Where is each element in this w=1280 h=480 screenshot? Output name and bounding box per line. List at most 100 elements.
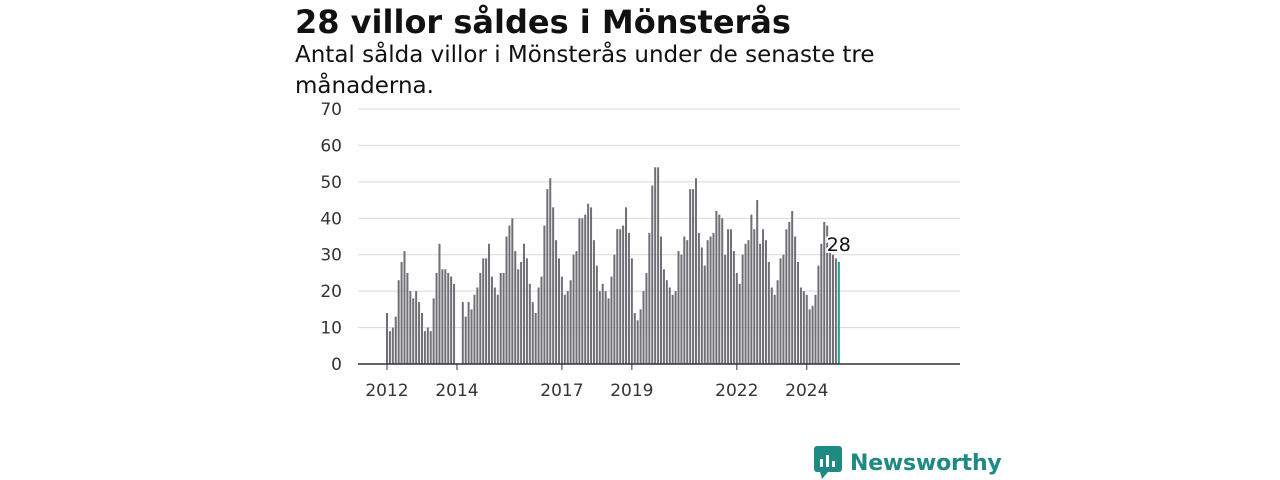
newsworthy-logo[interactable]: Newsworthy [814,446,1002,480]
bar [662,269,665,364]
bar [604,291,607,364]
bar [523,243,526,364]
bar [805,294,808,364]
bar [432,298,435,364]
bar [811,305,814,364]
bar [482,258,485,364]
bar [829,251,832,364]
bar [511,218,514,364]
bar [587,203,590,364]
bar [467,302,470,364]
bar [831,254,834,364]
bar [627,232,630,364]
bar [537,287,540,364]
bar [756,200,759,364]
bar [814,294,817,364]
bar [441,269,444,364]
bar [764,240,767,364]
bar [488,243,491,364]
bar [689,189,692,364]
y-axis-ticks: 0 10 20 30 40 50 60 70 [320,100,342,375]
x-tick-label: 2024 [785,381,828,401]
bar [729,229,732,364]
bar [630,258,633,364]
bar [820,243,823,364]
bar [613,254,616,364]
bar [543,225,546,364]
bar [788,221,791,364]
bar [531,302,534,364]
bar [799,287,802,364]
bar [636,320,639,364]
bar [546,189,549,364]
bar [581,218,584,364]
bar [470,309,473,364]
bar [750,214,753,364]
bar [782,254,785,364]
y-tick-label: 20 [320,282,342,302]
bar [791,211,794,364]
bar [557,258,560,364]
y-tick-label: 10 [320,319,342,339]
y-tick-label: 0 [331,355,342,375]
bar [476,287,479,364]
bar [779,258,782,364]
bar [450,276,453,364]
bar [429,331,432,364]
y-tick-label: 60 [320,136,342,156]
bar [534,313,537,364]
bar [517,269,520,364]
bar [759,243,762,364]
bar [668,287,671,364]
highlighted-bar [837,262,840,364]
bar [683,236,686,364]
bar [697,232,700,364]
bar [406,272,409,364]
bar [473,294,476,364]
bar [767,262,770,364]
bar [622,225,625,364]
bar [394,316,397,364]
bar [709,236,712,364]
bar [770,287,773,364]
bar [654,167,657,364]
x-tick-label: 2012 [365,381,408,401]
bar [572,254,575,364]
bar [461,302,464,364]
y-tick-label: 50 [320,173,342,193]
bar [834,258,837,364]
bar [447,272,450,364]
newsworthy-logo-icon [814,446,842,479]
bar [391,327,394,364]
x-tick-label: 2014 [435,381,478,401]
bar [569,280,572,364]
bar [409,291,412,364]
bar [528,283,531,364]
bar [610,276,613,364]
y-tick-label: 70 [320,100,342,120]
bar [520,262,523,364]
bar [423,331,426,364]
data-label: 28 [827,234,851,256]
bar [563,294,566,364]
bar [776,280,779,364]
bar [435,272,438,364]
x-axis-ticks: 2012 2014 2017 2019 2022 2024 [365,364,828,401]
bar [660,236,663,364]
bar [732,251,735,364]
annotations: 28 [825,232,853,258]
bar [727,229,730,364]
bar [694,178,697,364]
bar [762,229,765,364]
bar [415,291,418,364]
bar [578,218,581,364]
bar [794,236,797,364]
y-tick-label: 30 [320,246,342,266]
bar [464,316,467,364]
bar [438,243,441,364]
bar [549,178,552,364]
bar [540,276,543,364]
bar [502,272,505,364]
x-tick-label: 2022 [715,381,758,401]
chart-subtitle: Antal sålda villor i Mönsterås under de … [295,42,875,99]
